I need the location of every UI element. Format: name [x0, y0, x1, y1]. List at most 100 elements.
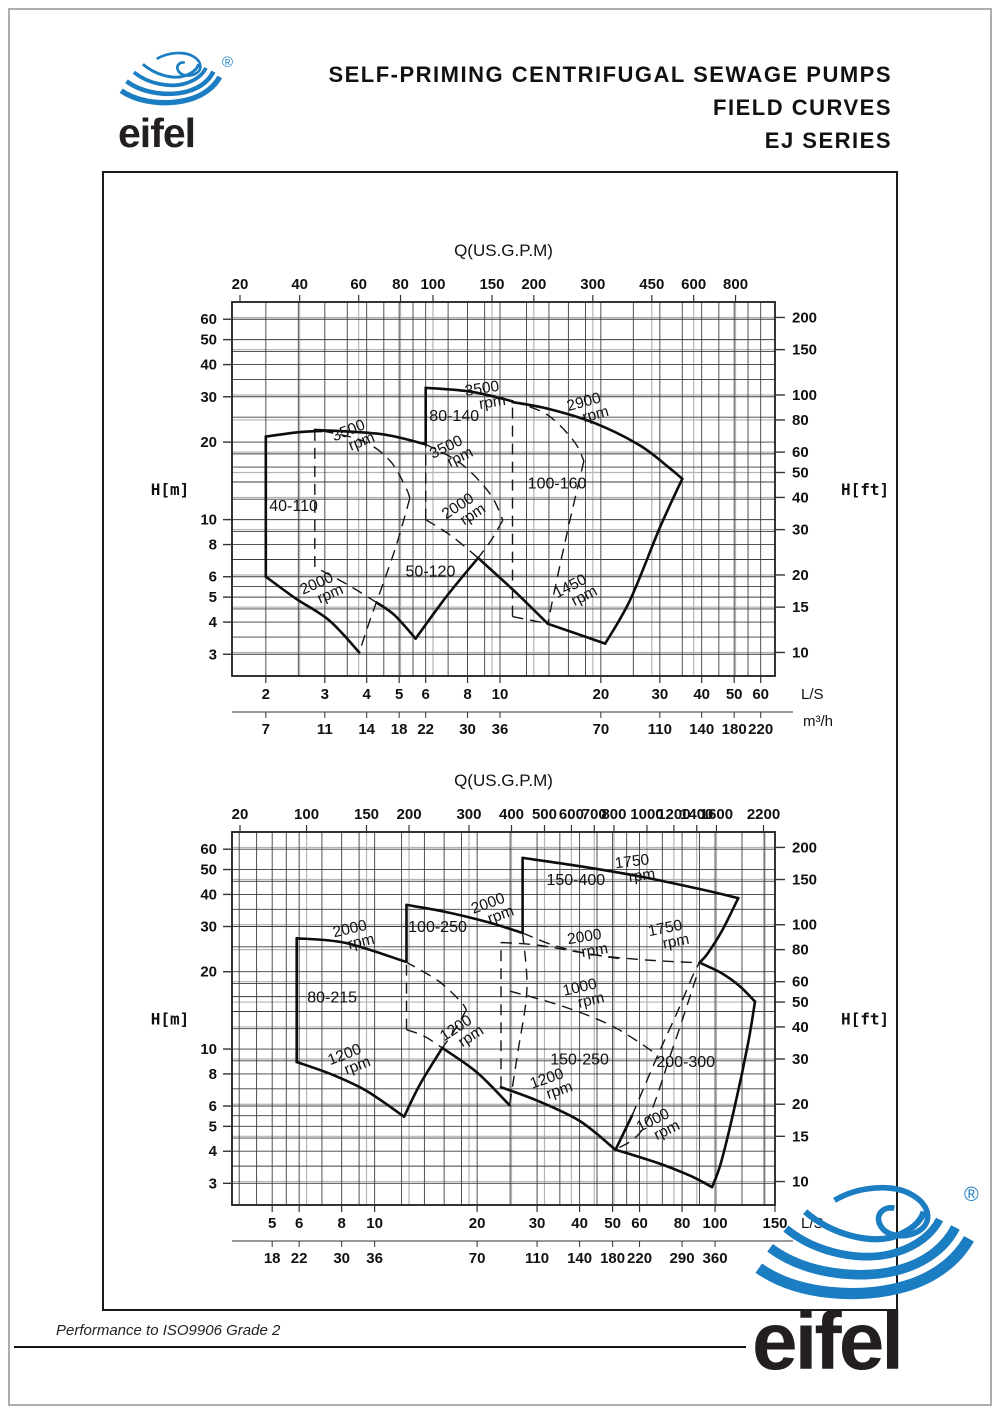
svg-text:11: 11	[317, 721, 333, 738]
svg-text:6: 6	[295, 1215, 303, 1232]
svg-text:rpm: rpm	[628, 866, 657, 886]
svg-text:5: 5	[209, 1118, 217, 1135]
m3h-axis: 7 11 14 18 22 30 36 70 110 140 180 220 m³/h	[232, 711, 833, 738]
log-grid	[232, 832, 775, 1205]
svg-text:20: 20	[200, 964, 217, 981]
svg-text:50: 50	[604, 1215, 621, 1232]
svg-text:20: 20	[593, 686, 610, 703]
svg-text:14: 14	[358, 721, 375, 738]
svg-text:150: 150	[354, 806, 379, 823]
svg-text:70: 70	[469, 1250, 486, 1267]
svg-text:8: 8	[209, 537, 217, 554]
svg-text:100-250: 100-250	[408, 919, 467, 936]
svg-text:15: 15	[792, 599, 809, 616]
hft-axis: 200 150 100 80 60 50 40 30 20 15 10 H[ft]	[775, 839, 889, 1191]
svg-text:2000: 2000	[566, 926, 603, 948]
svg-text:150: 150	[479, 276, 504, 293]
hft-axis: 200 150 100 80 60 50 40 30 20 15 10 H[ft]	[775, 309, 889, 661]
svg-text:rpm: rpm	[346, 931, 376, 954]
svg-text:36: 36	[366, 1250, 383, 1267]
svg-text:200: 200	[792, 839, 817, 856]
svg-text:40: 40	[200, 357, 217, 374]
svg-text:22: 22	[291, 1250, 308, 1267]
svg-text:40: 40	[792, 1019, 809, 1036]
svg-text:50: 50	[792, 464, 809, 481]
hm-axis: 60 50 40 30 20 10 8 6 5 4 3 H[m]	[151, 311, 232, 663]
svg-text:200: 200	[521, 276, 546, 293]
svg-text:H[m]: H[m]	[151, 1010, 190, 1029]
svg-text:1750: 1750	[647, 917, 684, 940]
svg-text:m³/h: m³/h	[803, 713, 833, 730]
svg-text:100: 100	[703, 1215, 728, 1232]
svg-text:800: 800	[601, 806, 626, 823]
svg-text:10: 10	[200, 512, 217, 529]
svg-text:150: 150	[762, 1215, 787, 1232]
svg-text:8: 8	[463, 686, 471, 703]
svg-text:7: 7	[262, 721, 270, 738]
svg-text:22: 22	[417, 721, 434, 738]
svg-text:200: 200	[792, 309, 817, 326]
svg-text:20: 20	[232, 806, 249, 823]
svg-text:60: 60	[200, 311, 217, 328]
svg-text:6: 6	[209, 569, 217, 586]
svg-text:60: 60	[792, 974, 809, 991]
svg-text:200: 200	[397, 806, 422, 823]
hm-axis: 60 50 40 30 20 10 8 6 5 4 3 H[m]	[151, 841, 232, 1192]
svg-text:3: 3	[321, 686, 329, 703]
svg-text:100-160: 100-160	[528, 476, 587, 493]
svg-text:L/S: L/S	[801, 686, 824, 703]
svg-text:290: 290	[670, 1250, 695, 1267]
svg-text:30: 30	[792, 522, 809, 539]
svg-text:4: 4	[363, 686, 372, 703]
svg-text:80-140: 80-140	[429, 408, 479, 425]
svg-text:rpm: rpm	[478, 392, 507, 413]
gpm-axis: Q(US.G.P.M) 20 40 60 80 100 150 200 300 450 600 800	[232, 241, 748, 302]
svg-text:80: 80	[792, 942, 809, 959]
svg-text:30: 30	[333, 1250, 350, 1267]
svg-text:10: 10	[792, 1174, 809, 1191]
svg-text:30: 30	[529, 1215, 546, 1232]
svg-text:rpm: rpm	[661, 931, 690, 953]
svg-text:70: 70	[593, 721, 610, 738]
footer-rule	[14, 1346, 746, 1348]
m3h-axis: 18 22 30 36 70 110 140 180 220 290 360	[232, 1240, 793, 1267]
page-title: SELF-PRIMING CENTRIFUGAL SEWAGE PUMPS FI…	[328, 58, 892, 157]
svg-text:100: 100	[420, 276, 445, 293]
plot-frame	[231, 301, 776, 677]
svg-text:1200: 1200	[657, 806, 690, 823]
svg-text:10: 10	[792, 644, 809, 661]
registered-mark: ®	[964, 1184, 979, 1206]
svg-text:300: 300	[456, 806, 481, 823]
svg-text:H[ft]: H[ft]	[841, 1010, 889, 1029]
svg-text:600: 600	[559, 806, 584, 823]
svg-text:360: 360	[703, 1250, 728, 1267]
svg-text:60: 60	[200, 841, 217, 858]
svg-text:30: 30	[792, 1051, 809, 1068]
svg-text:50: 50	[792, 994, 809, 1011]
svg-text:110: 110	[648, 721, 672, 738]
svg-text:40-110: 40-110	[269, 498, 318, 515]
svg-text:30: 30	[200, 389, 217, 406]
eifel-swirl-icon	[755, 1184, 974, 1300]
svg-text:40: 40	[571, 1215, 588, 1232]
title-line-2: FIELD CURVES	[713, 95, 892, 120]
svg-text:500: 500	[532, 806, 557, 823]
iso-performance-note: Performance to ISO9906 Grade 2	[56, 1322, 281, 1339]
svg-text:180: 180	[722, 721, 747, 738]
svg-text:40: 40	[200, 886, 217, 903]
svg-text:1600: 1600	[700, 806, 733, 823]
svg-text:450: 450	[639, 276, 664, 293]
svg-text:4: 4	[209, 1143, 218, 1160]
svg-text:H[m]: H[m]	[151, 480, 190, 499]
svg-text:15: 15	[792, 1128, 809, 1145]
svg-text:50-120: 50-120	[406, 564, 456, 581]
svg-text:100: 100	[294, 806, 319, 823]
svg-text:150: 150	[792, 872, 817, 889]
